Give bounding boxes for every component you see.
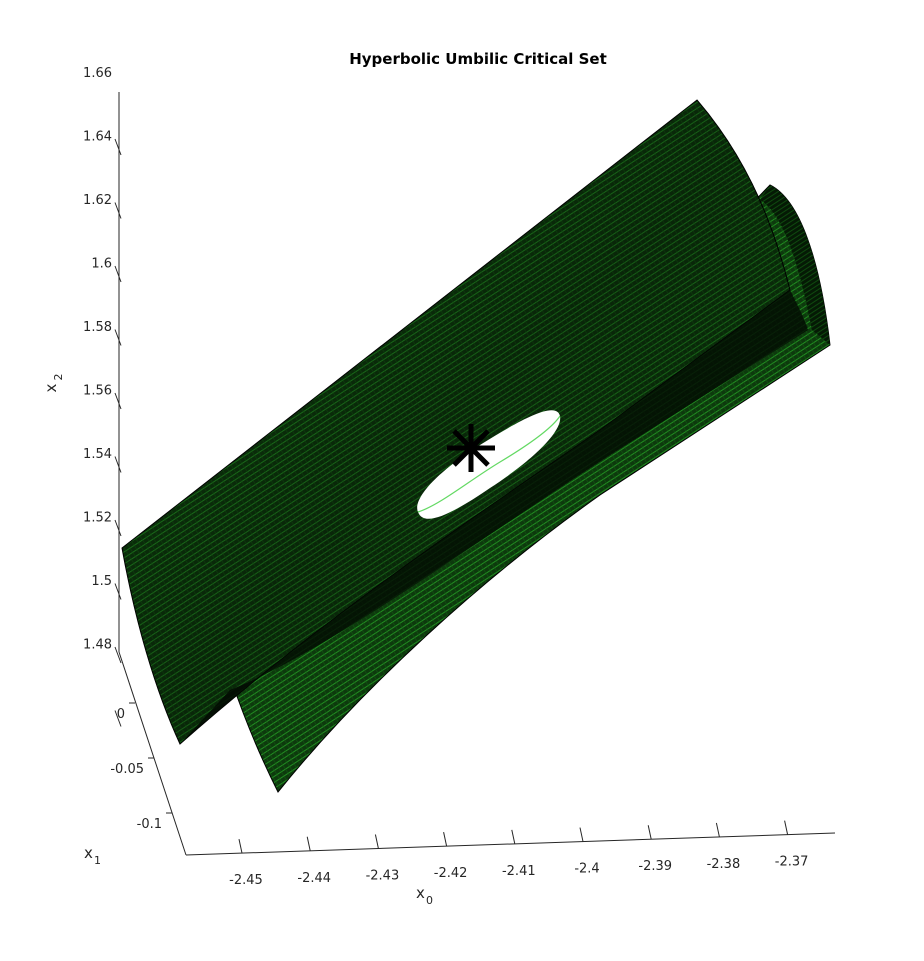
x2-tick-mark	[114, 392, 122, 410]
x1-tick-label: -0.1	[137, 817, 162, 832]
chart-title: Hyperbolic Umbilic Critical Set	[349, 50, 607, 68]
x2-tick-label: 1.58	[83, 320, 112, 335]
x2-tick-label: 1.48	[83, 638, 112, 653]
x0-tick-label: -2.4	[574, 862, 599, 877]
critical-point-marker	[447, 424, 495, 472]
x1-axis-label-sub: 1	[94, 854, 101, 867]
x0-tick-label: -2.37	[775, 855, 809, 870]
x0-tick-mark	[443, 832, 448, 847]
x0-tick-label: -2.45	[229, 873, 263, 888]
x0-axis-line	[185, 832, 836, 856]
x0-tick-mark	[374, 834, 379, 849]
x2-tick-mark	[114, 583, 122, 600]
x0-tick-mark	[306, 836, 311, 851]
x2-tick-mark	[114, 138, 122, 156]
x2-tick-label: 1.64	[83, 130, 112, 145]
x0-tick-mark	[511, 829, 516, 844]
x0-tick-mark	[784, 820, 789, 835]
x0-tick-mark	[238, 838, 243, 854]
x2-tick-mark	[114, 202, 122, 219]
x2-tick-label: 1.56	[83, 384, 112, 399]
x1-tick-label: 0	[117, 707, 125, 722]
x2-tick-label: 1.54	[83, 447, 112, 462]
x2-axis-title: x 2	[42, 374, 65, 393]
x2-tick-mark	[114, 456, 122, 473]
x2-tick-mark	[114, 329, 122, 346]
x0-tick-mark	[579, 827, 584, 842]
x0-tick-label: -2.39	[638, 859, 672, 874]
x0-tick-label: -2.41	[502, 864, 536, 879]
x0-tick-label: -2.38	[707, 857, 741, 872]
x2-tick-label: 1.6	[91, 257, 112, 272]
critical-set-surface	[121, 99, 831, 793]
x2-tick-label: 1.62	[83, 193, 112, 208]
x2-axis: 1.66 1.64 1.62 1.6 1.58 1.56 1.54 1.52 1.5 1.48 x…	[42, 66, 122, 727]
x1-axis-line	[118, 651, 187, 856]
x0-axis-label-sub: 0	[426, 894, 433, 907]
x2-tick-mark	[114, 519, 122, 537]
x1-axis: 0 -0.05 -0.1 x 1	[84, 651, 187, 867]
x2-tick-mark	[114, 710, 122, 727]
hole-rim	[417, 415, 561, 513]
x2-axis-label: x	[42, 383, 60, 392]
x2-axis-label-sub: 2	[52, 374, 65, 381]
x0-tick-label: -2.44	[297, 871, 331, 886]
surface-hole	[417, 410, 561, 519]
x2-tick-mark	[114, 646, 122, 664]
x2-tick-label: 1.52	[83, 511, 112, 526]
x0-axis-label: x	[416, 884, 425, 902]
fold-band	[180, 290, 808, 744]
x2-tick-label: 1.66	[83, 66, 112, 81]
upper-sheet-shading	[122, 100, 790, 744]
lower-sheet-fold	[760, 185, 830, 345]
x1-axis-label: x	[84, 844, 93, 862]
x0-tick-mark	[715, 822, 720, 838]
x0-tick-label: -2.43	[366, 868, 400, 883]
x2-tick-mark	[114, 265, 122, 283]
x0-tick-mark	[647, 825, 652, 840]
x0-axis: -2.45 -2.44 -2.43 -2.42 -2.41 -2.4 -2.39 -2.38 -…	[185, 820, 836, 907]
x0-tick-label: -2.42	[434, 866, 468, 881]
x1-tick-label: -0.05	[110, 762, 144, 777]
x2-tick-label: 1.5	[91, 574, 112, 589]
